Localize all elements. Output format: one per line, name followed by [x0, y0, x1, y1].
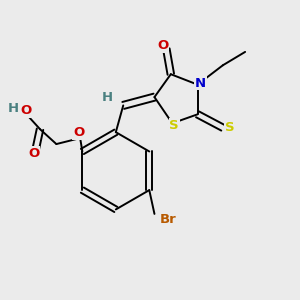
Text: O: O	[73, 126, 84, 139]
Text: O: O	[157, 39, 168, 52]
Text: O: O	[20, 104, 32, 117]
Text: N: N	[195, 76, 206, 90]
Text: S: S	[224, 121, 234, 134]
Text: H: H	[101, 92, 112, 104]
Text: S: S	[169, 119, 179, 132]
Text: O: O	[28, 147, 40, 160]
Text: Br: Br	[160, 213, 177, 226]
Text: H: H	[8, 102, 19, 115]
